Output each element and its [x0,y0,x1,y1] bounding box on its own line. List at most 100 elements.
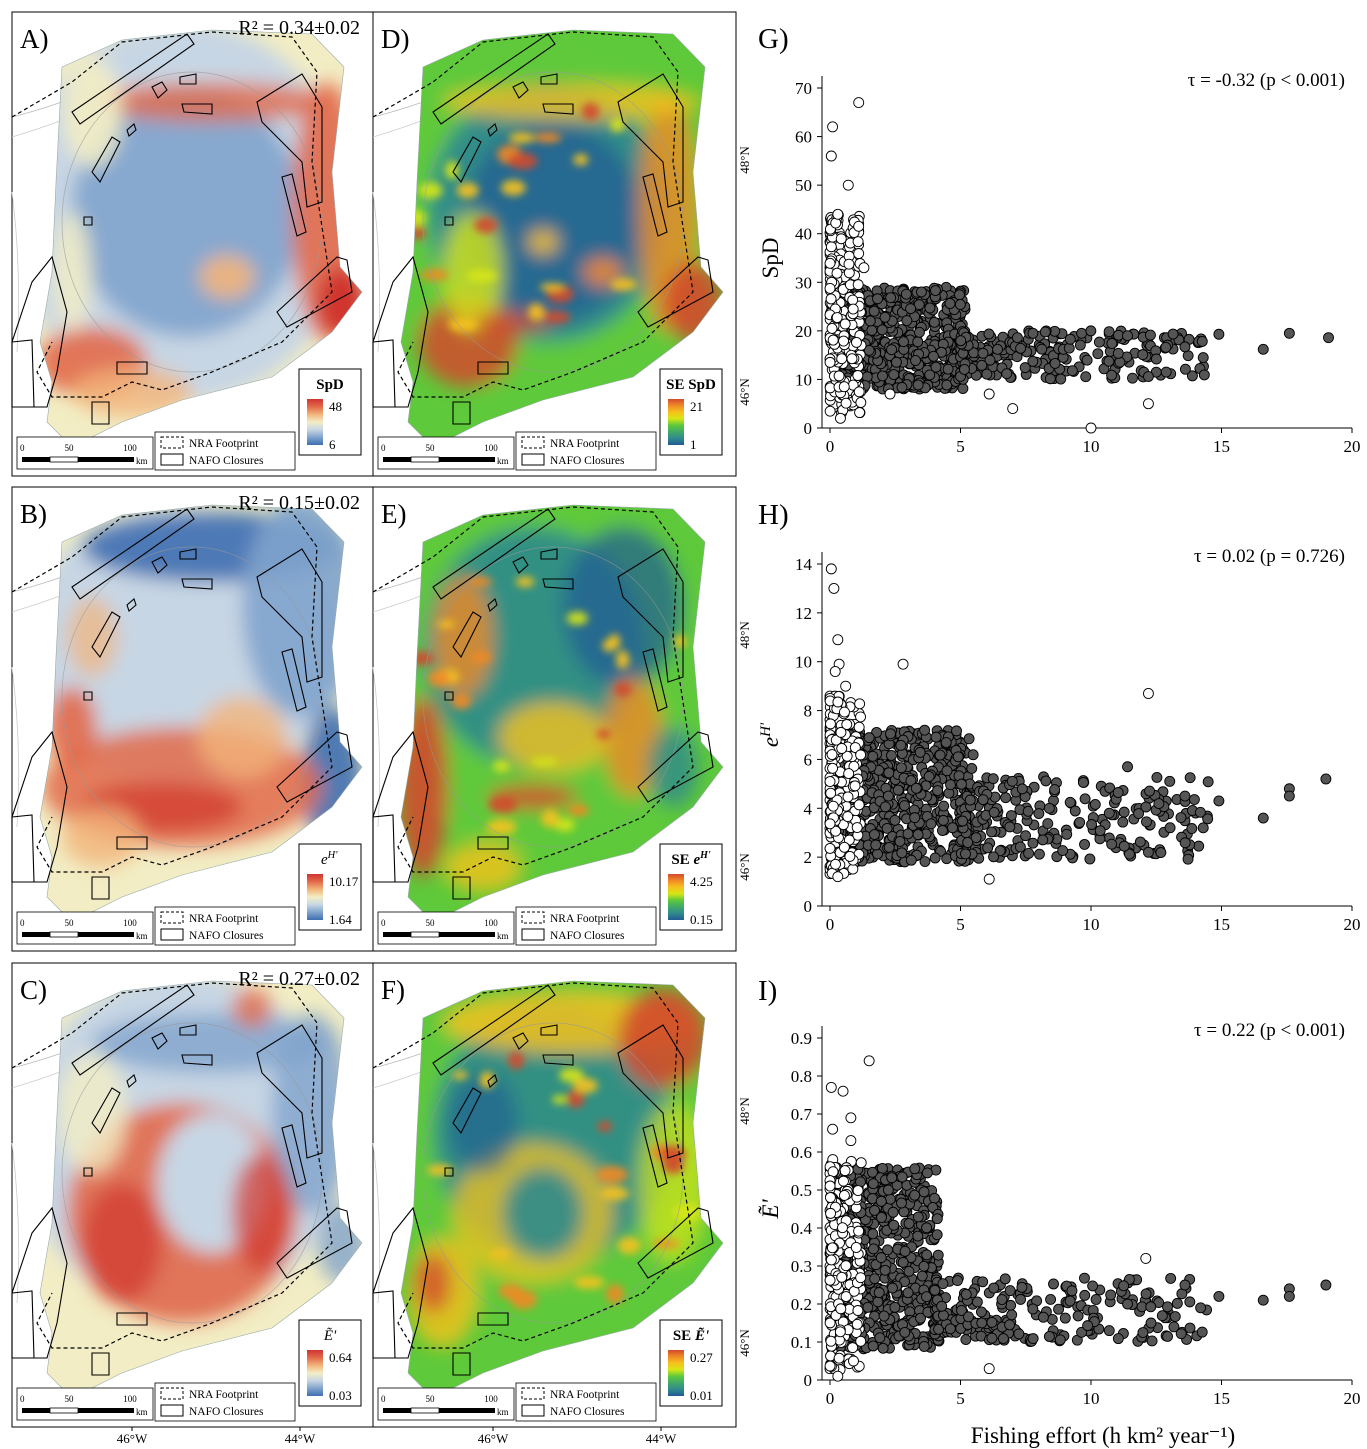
nafo-legend-label: NAFO Closures [550,930,625,942]
lat-label: 46°N [737,853,752,881]
data-point [916,1270,928,1282]
data-point [1079,1272,1090,1284]
bathymetry-contour [372,666,381,828]
data-point [1081,354,1093,366]
nafo-closure-outline [617,73,684,208]
data-point [1014,841,1026,853]
legend-min: 0.03 [329,1388,352,1403]
data-point [1179,341,1191,353]
raster-spot [602,639,616,652]
data-point [886,750,897,761]
color-legend: SpD 48 6 [298,368,362,456]
panel-label: D) [381,24,410,54]
scale-bar: 0 50 100 km [377,436,515,470]
boundary-legend: NRA Footprint NAFO Closures [154,1382,296,1422]
scale-tick-label: 0 [381,918,386,928]
data-point [952,751,964,763]
data-point [847,303,859,315]
data-point [929,1192,940,1204]
data-point [1093,336,1105,348]
raster-blob [242,505,362,717]
raster-spot [528,303,545,322]
y-tick-label: 0 [804,1371,813,1390]
boundary-legend: NRA Footprint NAFO Closures [515,906,657,946]
scale-segment [22,932,50,937]
legend-max: 0.64 [329,1350,352,1365]
data-point [912,1230,924,1242]
tau-annotation: τ = -0.32 (p < 0.001) [1188,70,1345,91]
nafo-closure-outline [281,1124,307,1188]
raster-spots [407,576,687,835]
data-point [1283,327,1295,339]
data-point [886,344,898,356]
data-point [1257,343,1269,355]
data-point [1142,846,1154,858]
data-point [1015,1293,1027,1305]
data-point [852,1305,864,1316]
data-point [867,750,879,762]
nafo-closure-outline [444,216,454,226]
data-point [867,1340,879,1352]
data-point [1118,1280,1130,1292]
nra-legend-symbol [521,1387,545,1400]
panel-label: G) [758,23,789,55]
shelf-outline [400,980,724,1399]
data-point [885,292,897,304]
raster-spot [510,1289,537,1310]
raster-spot [437,620,456,629]
scale-bar: 0 50 100 km [377,1387,515,1421]
raster-spot [470,650,492,664]
nra-legend-label: NRA Footprint [550,913,620,925]
scale-segment [22,457,50,462]
data-point [986,1316,998,1328]
data-point [852,236,864,248]
data-point [903,1218,915,1229]
nafo-closure-outline [256,73,323,208]
data-point [1137,1327,1149,1338]
raster-blob [82,1183,162,1303]
data-point [1320,1279,1332,1291]
data-point [879,1264,891,1276]
data-point [1184,1296,1196,1308]
nafo-closure-outline [256,548,323,683]
data-point [888,1219,900,1231]
data-point [1213,1290,1225,1302]
raster-spot [507,152,538,170]
data-point [1103,355,1115,367]
raster-blob [47,687,97,767]
raster-spot [597,1121,612,1132]
data-point [840,1291,852,1303]
data-point [1145,1301,1157,1313]
data-point [827,121,839,133]
data-point [1156,1310,1168,1322]
data-point [983,328,995,340]
nafo-closure-outline [637,256,714,328]
data-point [1005,1299,1017,1311]
nafo-closure-outline [452,876,471,900]
data-point [937,1278,949,1290]
data-point [1074,339,1086,351]
data-point [854,407,866,419]
data-point [824,257,836,269]
raster-spot [479,1071,495,1089]
data-point [845,1112,857,1124]
data-point [878,1310,890,1322]
scale-tick-label: 50 [426,1394,436,1404]
data-point [868,305,880,317]
data-point [976,1317,988,1329]
raster-spot [451,692,472,709]
legend-colorbar [668,399,684,445]
data-point [1127,372,1138,384]
nafo-closure-outline [372,339,396,408]
data-point [1320,773,1332,785]
map-raster [40,981,362,1398]
scale-segment [49,931,79,938]
data-point [871,726,883,738]
shelf-outline [39,980,363,1399]
data-point [937,814,949,826]
data-point [829,666,841,677]
data-point [825,1081,837,1093]
data-point [1142,398,1154,410]
data-point [887,1206,899,1218]
raster-spot [610,278,637,291]
